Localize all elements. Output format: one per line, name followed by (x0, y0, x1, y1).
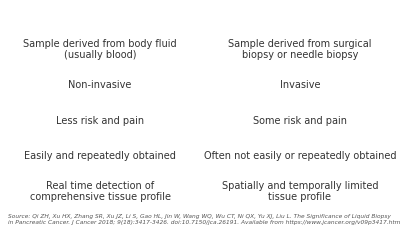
Text: Easily and repeatedly obtained: Easily and repeatedly obtained (24, 151, 176, 161)
Text: Non-invasive: Non-invasive (68, 80, 132, 90)
Text: Real time detection of
comprehensive tissue profile: Real time detection of comprehensive tis… (30, 181, 170, 202)
Text: Invasive: Invasive (280, 80, 320, 90)
Text: Source: Qi ZH, Xu HX, Zhang SR, Xu JZ, Li S, Gao HL, Jin W, Wang WQ, Wu CT, Ni Q: Source: Qi ZH, Xu HX, Zhang SR, Xu JZ, L… (8, 214, 400, 225)
Text: LIQUID BIOPSY: LIQUID BIOPSY (48, 9, 152, 22)
Text: Less risk and pain: Less risk and pain (56, 116, 144, 125)
Text: Often not easily or repeatedly obtained: Often not easily or repeatedly obtained (204, 151, 396, 161)
Text: Sample derived from body fluid
(usually blood): Sample derived from body fluid (usually … (23, 39, 177, 60)
Text: TRADITIONAL BIOPSY: TRADITIONAL BIOPSY (225, 9, 375, 22)
Text: Some risk and pain: Some risk and pain (253, 116, 347, 125)
Text: Sample derived from surgical
biopsy or needle biopsy: Sample derived from surgical biopsy or n… (228, 39, 372, 60)
Text: Spatially and temporally limited
tissue profile: Spatially and temporally limited tissue … (222, 181, 378, 202)
